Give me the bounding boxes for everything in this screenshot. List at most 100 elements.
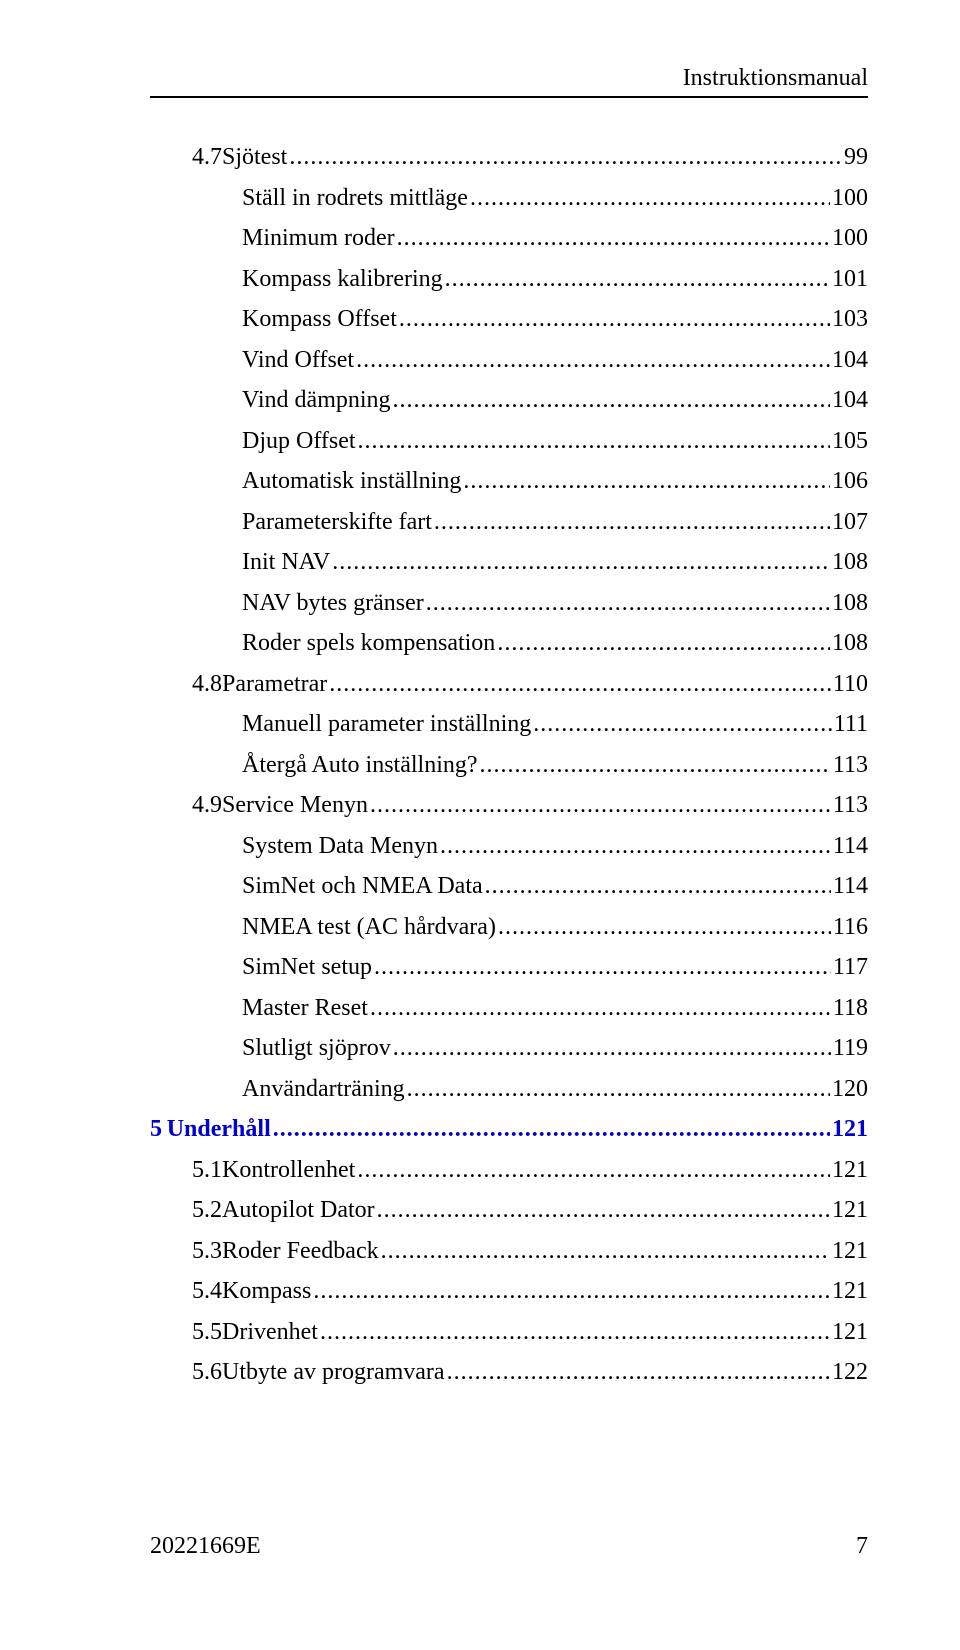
toc-row: Parameterskifte fart....................…	[242, 509, 868, 536]
toc-leader-dots: ........................................…	[399, 306, 830, 333]
toc-row: Init NAV................................…	[242, 549, 868, 576]
toc-row: 4.7Sjötest..............................…	[192, 144, 868, 171]
toc-entry-label: NMEA test (AC hårdvara)	[242, 914, 496, 941]
toc-leader-dots: ........................................…	[434, 509, 830, 536]
toc-entry-number: 4.8	[192, 671, 222, 698]
toc-leader-dots: ........................................…	[498, 914, 831, 941]
toc-entry-page: 116	[833, 914, 868, 941]
toc-row: 5.6Utbyte av programvara................…	[192, 1359, 868, 1386]
toc-entry-number: 5.5	[192, 1319, 222, 1346]
toc-leader-dots: ........................................…	[313, 1278, 830, 1305]
toc-leader-dots: ........................................…	[377, 1197, 830, 1224]
toc-entry-label: System Data Menyn	[242, 833, 438, 860]
toc-row: 5.3Roder Feedback.......................…	[192, 1238, 868, 1265]
toc-entry-page: 121	[832, 1278, 868, 1305]
toc-entry-page: 108	[832, 590, 868, 617]
toc-leader-dots: ........................................…	[440, 833, 831, 860]
toc-row: 5.4Kompass..............................…	[192, 1278, 868, 1305]
toc-leader-dots: ........................................…	[381, 1238, 830, 1265]
toc-entry-page: 108	[832, 630, 868, 657]
toc-leader-dots: ........................................…	[447, 1359, 830, 1386]
toc-leader-dots: ........................................…	[397, 225, 830, 252]
toc-entry-label: Underhåll	[167, 1116, 271, 1143]
toc-leader-dots: ........................................…	[374, 954, 831, 981]
toc-entry-label: Vind dämpning	[242, 387, 391, 414]
toc-leader-dots: ........................................…	[393, 387, 830, 414]
toc-leader-dots: ........................................…	[358, 428, 830, 455]
toc-entry-label: NAV bytes gränser	[242, 590, 424, 617]
toc-entry-number: 5.2	[192, 1197, 222, 1224]
toc-entry-label: Slutligt sjöprov	[242, 1035, 391, 1062]
toc-row: 5.2Autopilot Dator......................…	[192, 1197, 868, 1224]
toc-entry-page: 121	[832, 1319, 868, 1346]
toc-entry-page: 105	[832, 428, 868, 455]
toc-entry-page: 121	[832, 1157, 868, 1184]
toc-leader-dots: ........................................…	[533, 711, 832, 738]
toc-row: 5Underhåll..............................…	[150, 1116, 868, 1143]
toc-leader-dots: ........................................…	[320, 1319, 830, 1346]
toc-entry-label: Roder spels kompensation	[242, 630, 495, 657]
toc-row: 4.9Service Menyn........................…	[192, 792, 868, 819]
toc-leader-dots: ........................................…	[332, 549, 830, 576]
toc-row: NAV bytes gränser.......................…	[242, 590, 868, 617]
toc-entry-label: Kompass kalibrering	[242, 266, 443, 293]
toc-entry-label: Manuell parameter inställning	[242, 711, 531, 738]
toc-row: SimNet och NMEA Data....................…	[242, 873, 868, 900]
toc-row: NMEA test (AC hårdvara).................…	[242, 914, 868, 941]
toc-entry-label: SimNet setup	[242, 954, 372, 981]
toc-entry-page: 107	[832, 509, 868, 536]
toc-leader-dots: ........................................…	[370, 792, 831, 819]
toc-entry-label: Service Menyn	[222, 792, 368, 819]
toc-entry-label: Automatisk inställning	[242, 468, 461, 495]
toc-entry-page: 121	[832, 1238, 868, 1265]
toc-entry-label: Kompass Offset	[242, 306, 397, 333]
footer-doc-id: 20221669E	[150, 1533, 261, 1560]
table-of-contents: 4.7Sjötest..............................…	[150, 144, 868, 1386]
toc-row: Vind dämpning...........................…	[242, 387, 868, 414]
toc-entry-page: 114	[833, 833, 868, 860]
toc-entry-number: 5.3	[192, 1238, 222, 1265]
toc-leader-dots: ........................................…	[393, 1035, 831, 1062]
page-header: Instruktionsmanual	[150, 65, 868, 98]
toc-entry-label: Återgå Auto inställning?	[242, 752, 478, 779]
toc-row: Manuell parameter inställning...........…	[242, 711, 868, 738]
toc-entry-page: 119	[833, 1035, 868, 1062]
toc-leader-dots: ........................................…	[426, 590, 830, 617]
toc-entry-page: 121	[832, 1116, 868, 1143]
toc-row: 5.5Drivenhet............................…	[192, 1319, 868, 1346]
toc-leader-dots: ........................................…	[273, 1116, 830, 1143]
toc-entry-page: 121	[832, 1197, 868, 1224]
toc-entry-label: SimNet och NMEA Data	[242, 873, 483, 900]
toc-row: Ställ in rodrets mittläge...............…	[242, 185, 868, 212]
toc-entry-page: 103	[832, 306, 868, 333]
toc-leader-dots: ........................................…	[407, 1076, 830, 1103]
toc-entry-label: Master Reset	[242, 995, 368, 1022]
toc-entry-label: Autopilot Dator	[222, 1197, 375, 1224]
toc-entry-page: 111	[834, 711, 868, 738]
toc-row: Roder spels kompensation................…	[242, 630, 868, 657]
toc-row: Djup Offset.............................…	[242, 428, 868, 455]
toc-entry-label: Vind Offset	[242, 347, 354, 374]
toc-row: Automatisk inställning..................…	[242, 468, 868, 495]
toc-entry-number: 4.9	[192, 792, 222, 819]
toc-row: Master Reset............................…	[242, 995, 868, 1022]
toc-row: Kompass Offset..........................…	[242, 306, 868, 333]
toc-leader-dots: ........................................…	[470, 185, 830, 212]
toc-entry-page: 99	[844, 144, 868, 171]
toc-entry-page: 100	[832, 225, 868, 252]
toc-entry-number: 5.4	[192, 1278, 222, 1305]
toc-row: Slutligt sjöprov........................…	[242, 1035, 868, 1062]
toc-row: Minimum roder...........................…	[242, 225, 868, 252]
toc-entry-label: Sjötest	[222, 144, 287, 171]
toc-leader-dots: ........................................…	[480, 752, 831, 779]
toc-row: 4.8Parametrar...........................…	[192, 671, 868, 698]
toc-leader-dots: ........................................…	[497, 630, 830, 657]
toc-entry-page: 117	[833, 954, 868, 981]
toc-row: Användarträning.........................…	[242, 1076, 868, 1103]
toc-entry-label: Roder Feedback	[222, 1238, 379, 1265]
toc-entry-number: 5.6	[192, 1359, 222, 1386]
toc-entry-page: 118	[833, 995, 868, 1022]
toc-entry-label: Utbyte av programvara	[222, 1359, 445, 1386]
toc-leader-dots: ........................................…	[445, 266, 830, 293]
toc-entry-page: 104	[832, 347, 868, 374]
